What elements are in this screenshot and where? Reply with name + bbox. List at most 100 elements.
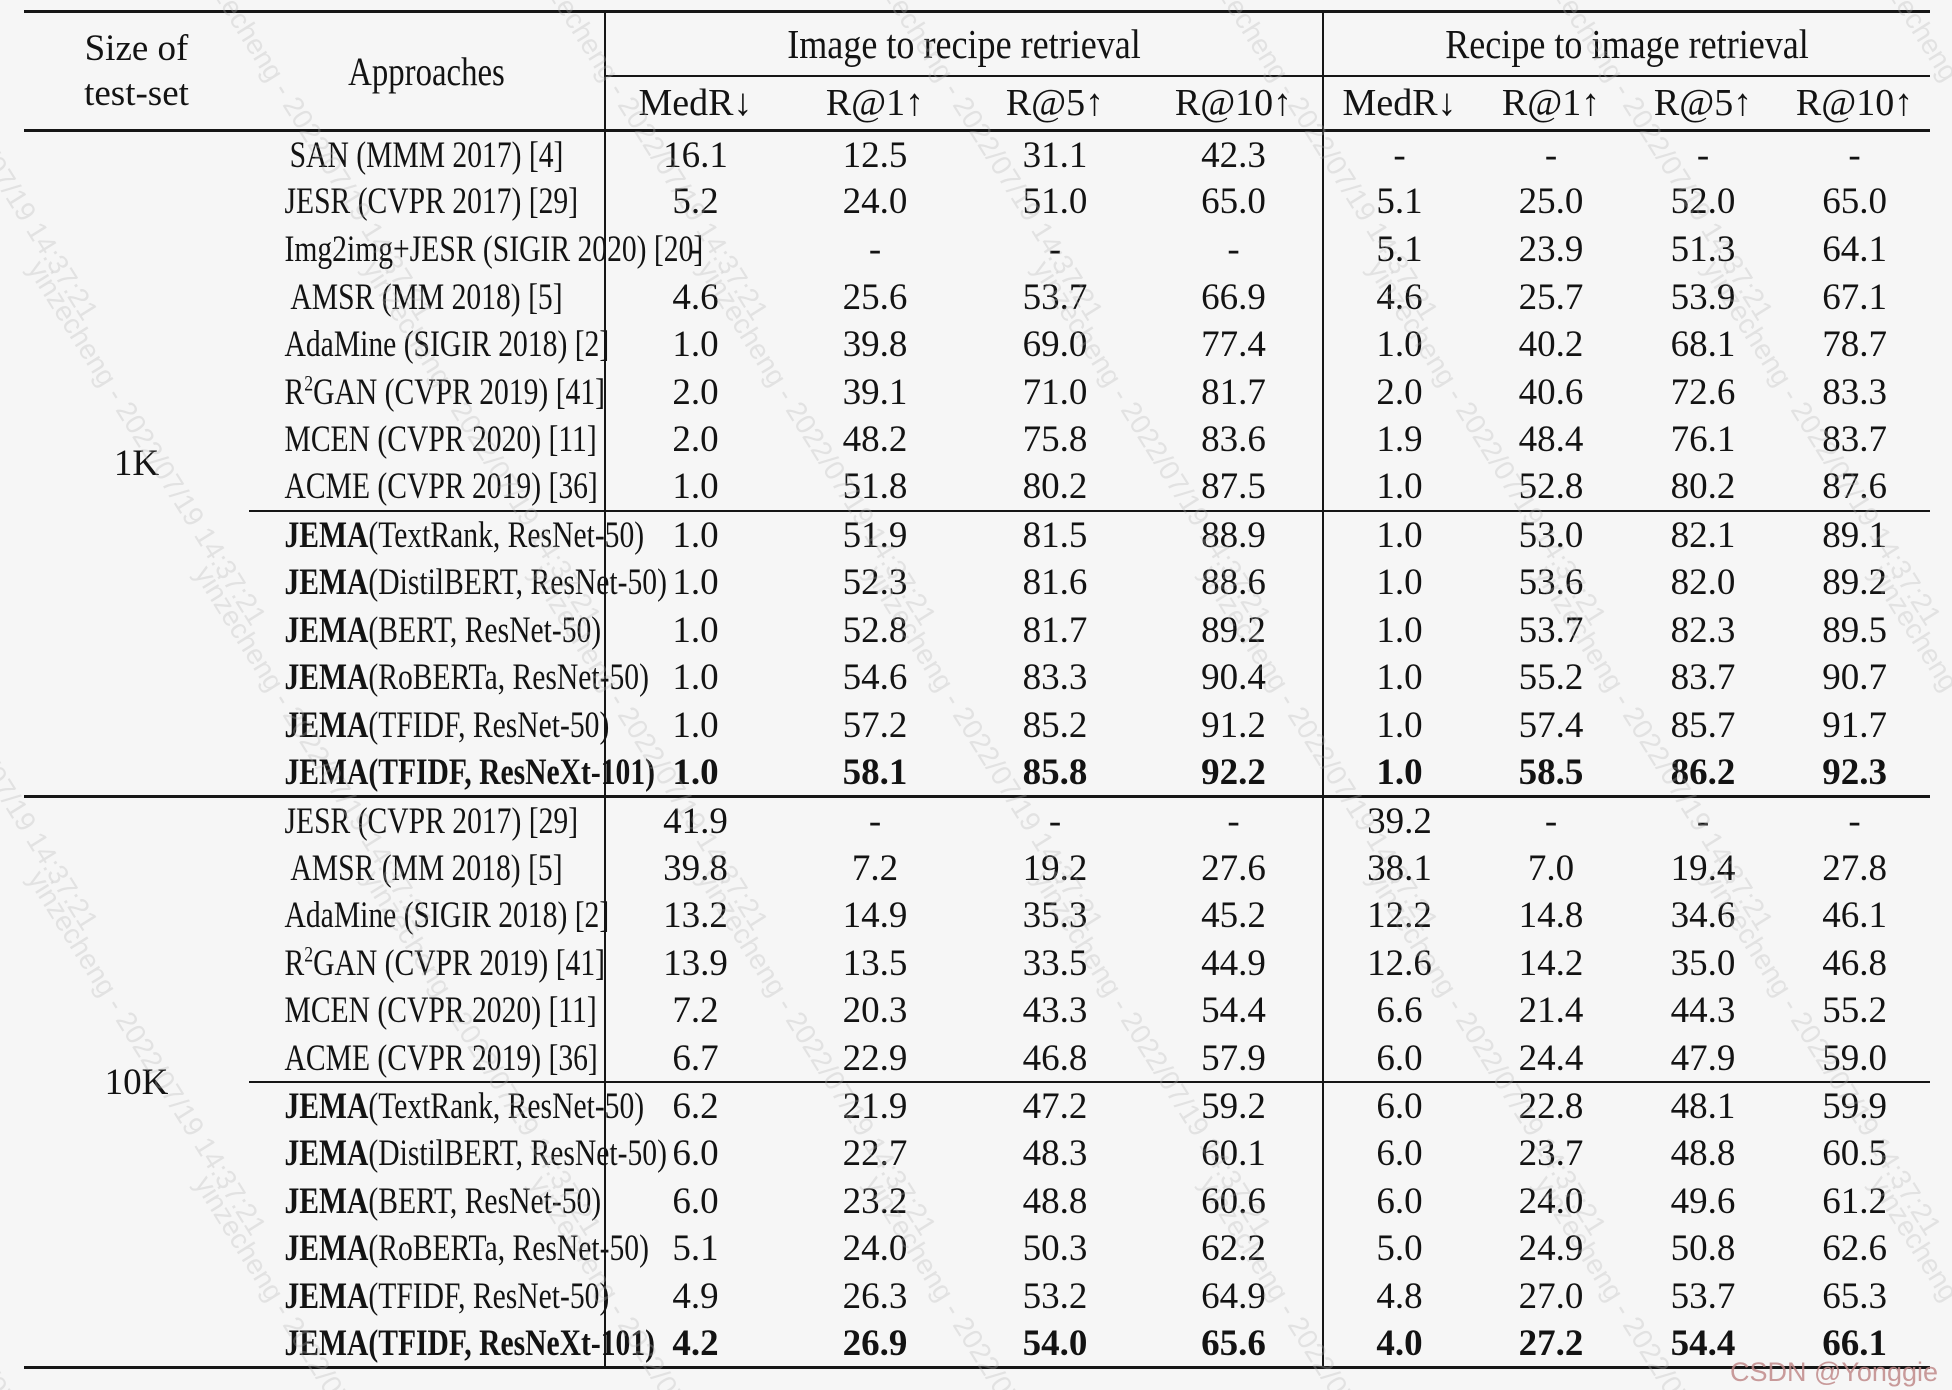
metric-value: 81.6 xyxy=(1022,562,1088,604)
metric-value: 13.5 xyxy=(842,942,908,984)
metric-value: 49.6 xyxy=(1670,1180,1736,1222)
metric-value: 13.2 xyxy=(604,892,785,940)
metric-value: 64.1 xyxy=(1822,228,1887,270)
metric-value: 92.2 xyxy=(1201,751,1266,793)
metric-value: 53.0 xyxy=(1475,510,1628,559)
metric-value: 51.0 xyxy=(1022,181,1088,223)
metric-value: 41.9 xyxy=(604,795,785,845)
table-row: JEMA(TFIDF, ResNet-50) 4.9 26.3 53.2 64.9 4.8… xyxy=(24,1272,1930,1321)
metric-value: 1.0 xyxy=(1322,510,1476,559)
metric-value: 57.4 xyxy=(1518,704,1584,746)
metric-value: 89.5 xyxy=(1822,609,1887,651)
metric-value: 35.0 xyxy=(1670,942,1736,984)
metric-value: 39.8 xyxy=(604,844,785,892)
metric-value: 22.8 xyxy=(1475,1081,1628,1130)
metric-value: 46.8 xyxy=(1022,1037,1088,1079)
metric-value: 40.6 xyxy=(1518,371,1584,413)
i2r-medr-header: MedR↓ xyxy=(604,76,785,132)
metric-value: 1.0 xyxy=(604,606,785,655)
metric-value: 1.0 xyxy=(604,654,785,702)
metric-value: 6.0 xyxy=(1322,1177,1476,1226)
metric-value: 1.0 xyxy=(1322,463,1476,512)
metric-value: 7.2 xyxy=(851,847,899,889)
metric-value: 71.0 xyxy=(1022,371,1088,413)
metric-value: 26.9 xyxy=(842,1322,908,1364)
approach-name: JEMA(TFIDF, ResNet-50) xyxy=(284,704,610,746)
image-to-recipe-group-label: Image to recipe retrieval xyxy=(787,21,1141,67)
approach-name: JEMA(DistilBERT, ResNet-50) xyxy=(284,1133,667,1175)
metric-value: 48.1 xyxy=(1627,1081,1780,1130)
table-row: MCEN (CVPR 2020) [11] 2.0 48.2 75.8 83.6 1.9 4… xyxy=(24,416,1930,464)
approach-name: JEMA(BERT, ResNet-50) xyxy=(284,609,602,651)
metric-value: 5.1 xyxy=(1322,225,1476,274)
approach-name: JEMA(TFIDF, ResNeXt-101) xyxy=(284,1322,656,1364)
approach-name: R2GAN (CVPR 2019) [41] xyxy=(284,370,606,413)
metric-value: 44.3 xyxy=(1670,990,1736,1032)
metric-value: 5.1 xyxy=(1322,178,1476,226)
approach-name: R2GAN (CVPR 2019) [41] xyxy=(284,941,606,984)
metric-value: 39.8 xyxy=(842,324,908,366)
metric-value: 1.0 xyxy=(1322,606,1476,655)
approach-name: JEMA(TFIDF, ResNeXt-101) xyxy=(284,751,656,793)
metric-value: 77.4 xyxy=(1201,324,1266,366)
table-row: JEMA(TextRank, ResNet-50) 1.0 51.9 81.5 88.9… xyxy=(24,510,1931,559)
metric-value: 46.8 xyxy=(1822,942,1887,984)
recipe-to-image-group-label: Recipe to image retrieval xyxy=(1445,21,1809,67)
metric-value: 6.0 xyxy=(1322,1081,1476,1130)
metric-value: 25.7 xyxy=(1518,276,1584,318)
metric-value: 83.3 xyxy=(1822,371,1887,413)
metric-value: 23.7 xyxy=(1518,1133,1584,1175)
metric-value: 6.0 xyxy=(604,1177,785,1226)
metric-value: 85.8 xyxy=(1022,751,1088,793)
metric-value: 25.0 xyxy=(1518,181,1584,223)
metric-value: 23.2 xyxy=(842,1180,908,1222)
metric-value: 6.0 xyxy=(1322,1034,1476,1083)
metric-value: 78.7 xyxy=(1822,324,1887,366)
metric-value: 44.9 xyxy=(1201,942,1266,984)
metric-value: 23.9 xyxy=(1518,228,1584,270)
metric-value: 14.2 xyxy=(1518,942,1584,984)
metric-value: 6.0 xyxy=(1322,1129,1476,1178)
metric-value: 62.6 xyxy=(1822,1228,1887,1270)
i2r-r10-header: R@10↑ xyxy=(1145,76,1324,132)
metric-value: 83.6 xyxy=(1201,419,1266,461)
table-row: 1K SAN (MMM 2017) [4] 16.1 12.5 31.1 42.3- - - - xyxy=(24,128,1931,797)
metric-value: 67.1 xyxy=(1822,276,1887,318)
metric-value: 80.2 xyxy=(1022,466,1088,508)
metric-value: 54.6 xyxy=(842,657,908,699)
metric-value: 50.8 xyxy=(1670,1228,1736,1270)
metric-value: 51.3 xyxy=(1670,228,1736,270)
table-row: ACME (CVPR 2019) [36] 1.0 51.8 80.2 87.5 1.0 5… xyxy=(24,463,1930,512)
table-row: JEMA(BERT, ResNet-50) 1.0 52.8 81.7 89.2 1.0 5… xyxy=(24,606,1930,655)
table-row: JEMA(TFIDF, ResNet-50) 1.0 57.2 85.2 91.2 1.0… xyxy=(24,701,1930,750)
metric-value: 4.2 xyxy=(604,1320,785,1368)
metric-value: 53.7 xyxy=(1670,1276,1736,1318)
results-table-container: Size of test-set Approaches Image to rec… xyxy=(24,10,1931,1370)
metric-value: 39.2 xyxy=(1322,795,1476,845)
metric-value: 6.2 xyxy=(604,1081,785,1130)
metric-value: 47.2 xyxy=(965,1081,1145,1130)
metric-value: 87.6 xyxy=(1822,466,1887,508)
metric-value: 22.7 xyxy=(842,1133,908,1175)
metric-value: 12.5 xyxy=(785,129,965,179)
results-table: Size of test-set Approaches Image to rec… xyxy=(24,10,1931,1370)
metric-value: 21.4 xyxy=(1518,990,1584,1032)
metric-value: 92.3 xyxy=(1822,751,1887,793)
metric-value: 65.6 xyxy=(1201,1322,1266,1364)
metric-value: 51.8 xyxy=(842,466,908,508)
metric-value: 82.3 xyxy=(1670,609,1736,651)
metric-value: 52.8 xyxy=(842,609,908,651)
table-row: AMSR (MM 2018) [5] 4.6 25.6 53.7 66.9 4.6 25.7… xyxy=(24,273,1930,321)
metric-value: 60.1 xyxy=(1201,1133,1266,1175)
metric-value: - xyxy=(1475,795,1628,845)
metric-value: 90.4 xyxy=(1201,657,1266,699)
metric-value: 2.0 xyxy=(1322,368,1476,417)
metric-value: 42.3 xyxy=(1145,129,1324,179)
metric-value: 4.0 xyxy=(1322,1320,1476,1368)
approach-name: SAN (MMM 2017) [4] xyxy=(249,129,605,179)
metric-value: 1.0 xyxy=(604,320,785,369)
approach-name: AMSR (MM 2018) [5] xyxy=(290,847,563,889)
metric-value: 31.1 xyxy=(965,129,1145,179)
metric-value: 59.2 xyxy=(1145,1081,1324,1130)
